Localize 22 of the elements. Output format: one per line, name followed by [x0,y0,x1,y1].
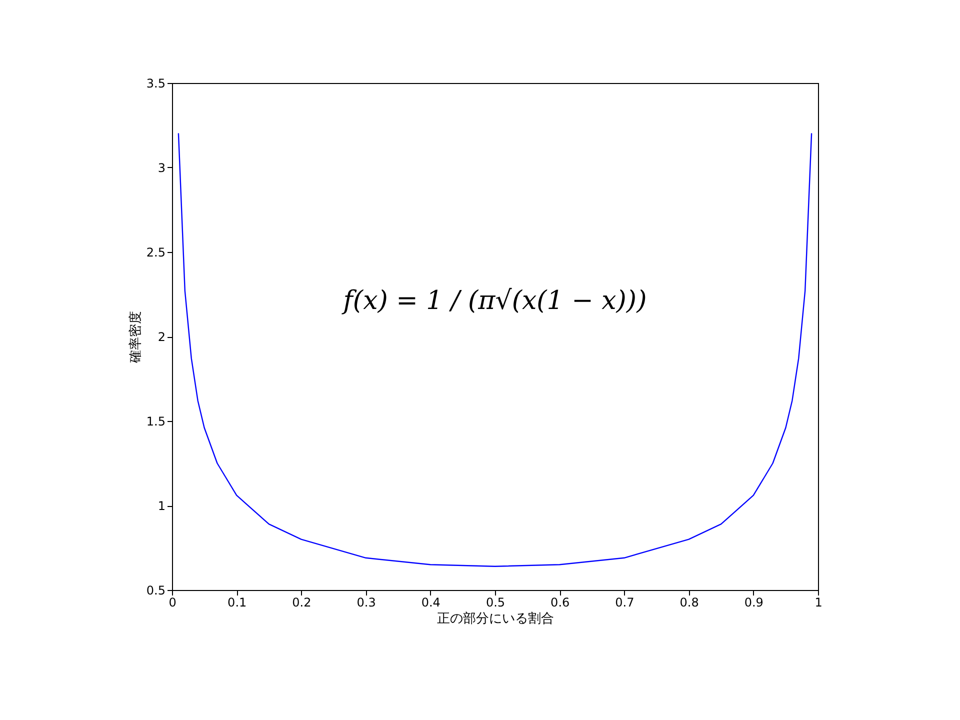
x-tick-label: 0.9 [744,596,764,610]
y-tick-label: 1 [158,499,166,513]
x-tick-label: 0.8 [680,596,699,610]
y-tick-label: 3 [158,161,166,175]
y-tick-label: 0.5 [146,584,166,598]
x-tick-label: 0.2 [292,596,312,610]
x-axis-title: 正の部分にいる割合 [437,612,554,626]
x-tick-label: 0.3 [356,596,376,610]
line-series [178,133,812,567]
x-tick-label: 0.1 [228,596,247,610]
x-tick-label: 0.6 [550,596,570,610]
y-tick-label: 1.5 [146,414,166,428]
y-axis-title: 確率密度 [127,311,144,364]
annotation: f(x) = 1 / (π√(x(1 − x))) [341,286,647,316]
x-tick-label: 0 [168,596,176,610]
y-tick-label: 2.5 [146,246,166,260]
y-tick-label: 3.5 [146,76,166,90]
x-tick-label: 1 [814,596,822,610]
y-tick-label: 2 [158,330,166,344]
x-tick-label: 0.4 [421,596,440,610]
x-tick-label: 0.7 [615,596,634,610]
x-tick-label: 0.5 [486,596,506,610]
